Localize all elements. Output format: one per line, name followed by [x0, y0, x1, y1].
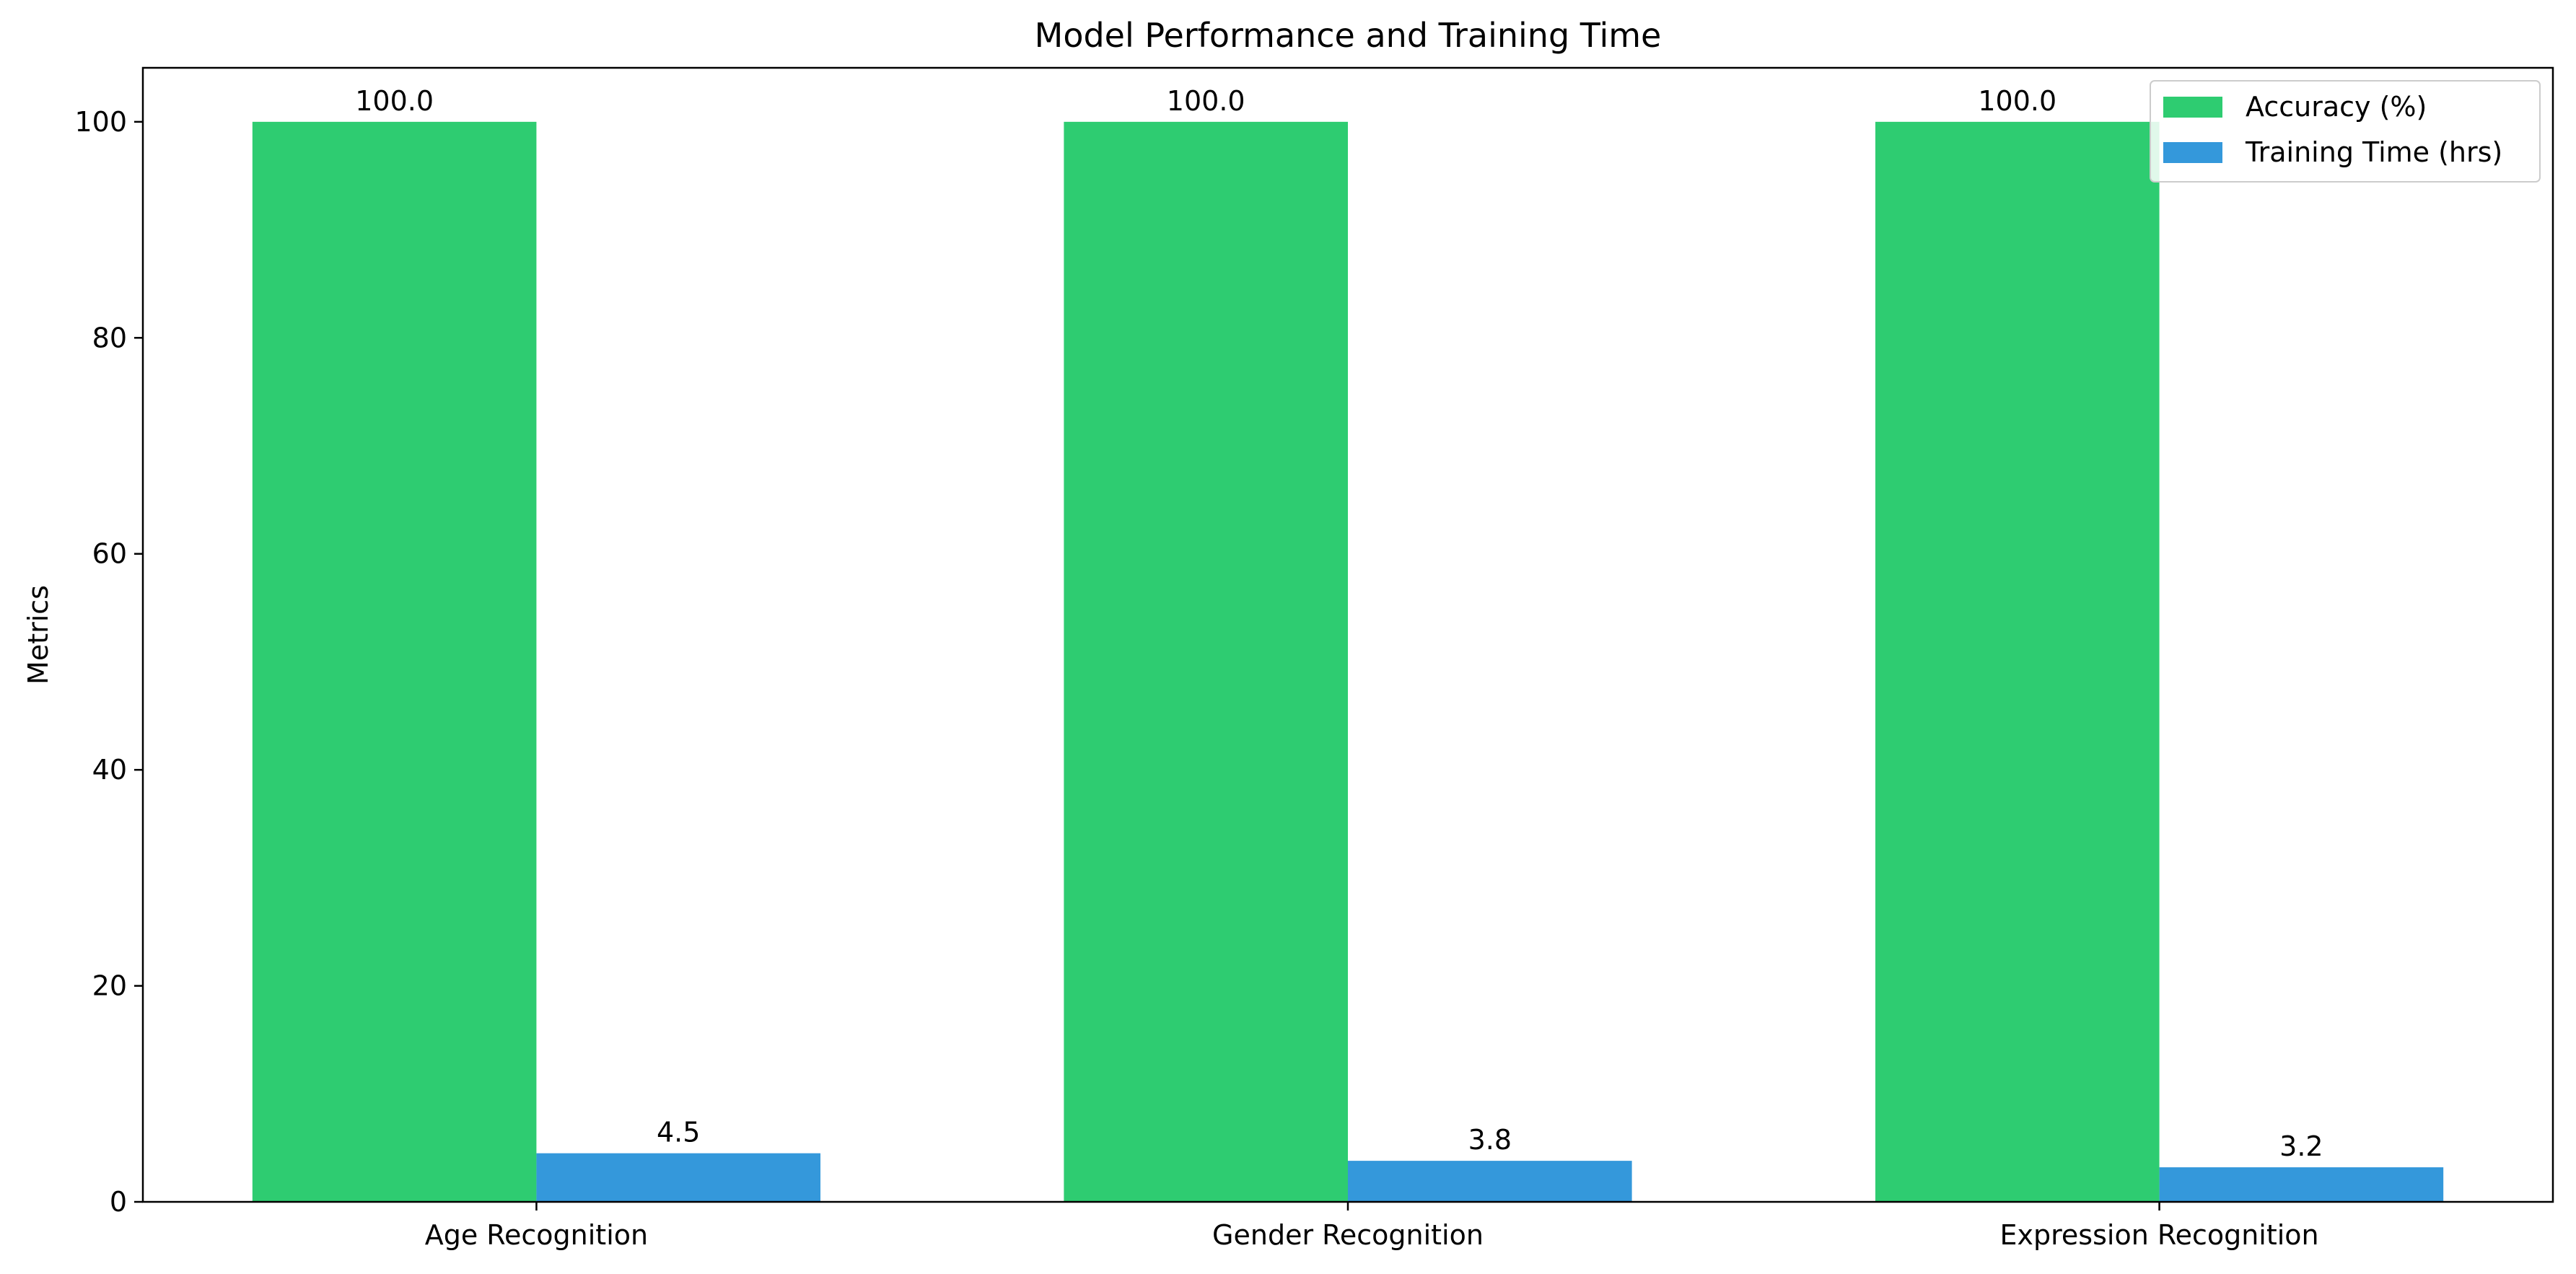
legend-swatch-training-time: [2163, 142, 2222, 163]
bar-training-time-0: [536, 1153, 821, 1202]
bar-training-time-1: [1348, 1161, 1632, 1202]
chart-title: Model Performance and Training Time: [1035, 16, 1662, 55]
data-label-accuracy-2: 100.0: [1978, 85, 2056, 117]
plot-frame: [141, 66, 2554, 1203]
data-label-training-time-2: 3.2: [2279, 1130, 2323, 1162]
data-label-accuracy-0: 100.0: [355, 85, 434, 117]
data-label-training-time-1: 3.8: [1468, 1124, 1512, 1156]
data-labels-group: 100.0 100.0 100.0 4.5 3.8 3.2: [355, 85, 2323, 1162]
y-axis: 0 20 40 60 80 100: [74, 106, 143, 1218]
x-tick-label: Age Recognition: [425, 1219, 648, 1251]
y-tick-label: 0: [110, 1186, 127, 1218]
legend: Accuracy (%) Training Time (hrs): [2150, 80, 2541, 183]
y-axis-label: Metrics: [22, 585, 54, 685]
y-tick-label: 20: [92, 970, 127, 1002]
bar-accuracy-2: [1875, 121, 2160, 1202]
legend-swatch-accuracy: [2163, 97, 2222, 118]
bar-accuracy-0: [252, 121, 537, 1202]
legend-box: [2150, 80, 2541, 183]
data-label-training-time-0: 4.5: [657, 1117, 700, 1148]
y-tick-label: 60: [92, 538, 127, 570]
legend-label-accuracy: Accuracy (%): [2246, 91, 2427, 123]
bar-accuracy-1: [1064, 121, 1348, 1202]
bar-training-time-2: [2159, 1167, 2444, 1202]
y-tick-label: 100: [74, 106, 127, 138]
y-tick-label: 40: [92, 754, 127, 786]
x-axis: Age Recognition Gender Recognition Express…: [425, 1202, 2319, 1251]
y-tick-label: 80: [92, 322, 127, 353]
bars-group: [252, 121, 2444, 1202]
x-tick-label: Expression Recognition: [2000, 1219, 2319, 1251]
legend-label-training-time: Training Time (hrs): [2245, 136, 2502, 168]
x-tick-label: Gender Recognition: [1212, 1219, 1484, 1251]
data-label-accuracy-1: 100.0: [1167, 85, 1245, 117]
